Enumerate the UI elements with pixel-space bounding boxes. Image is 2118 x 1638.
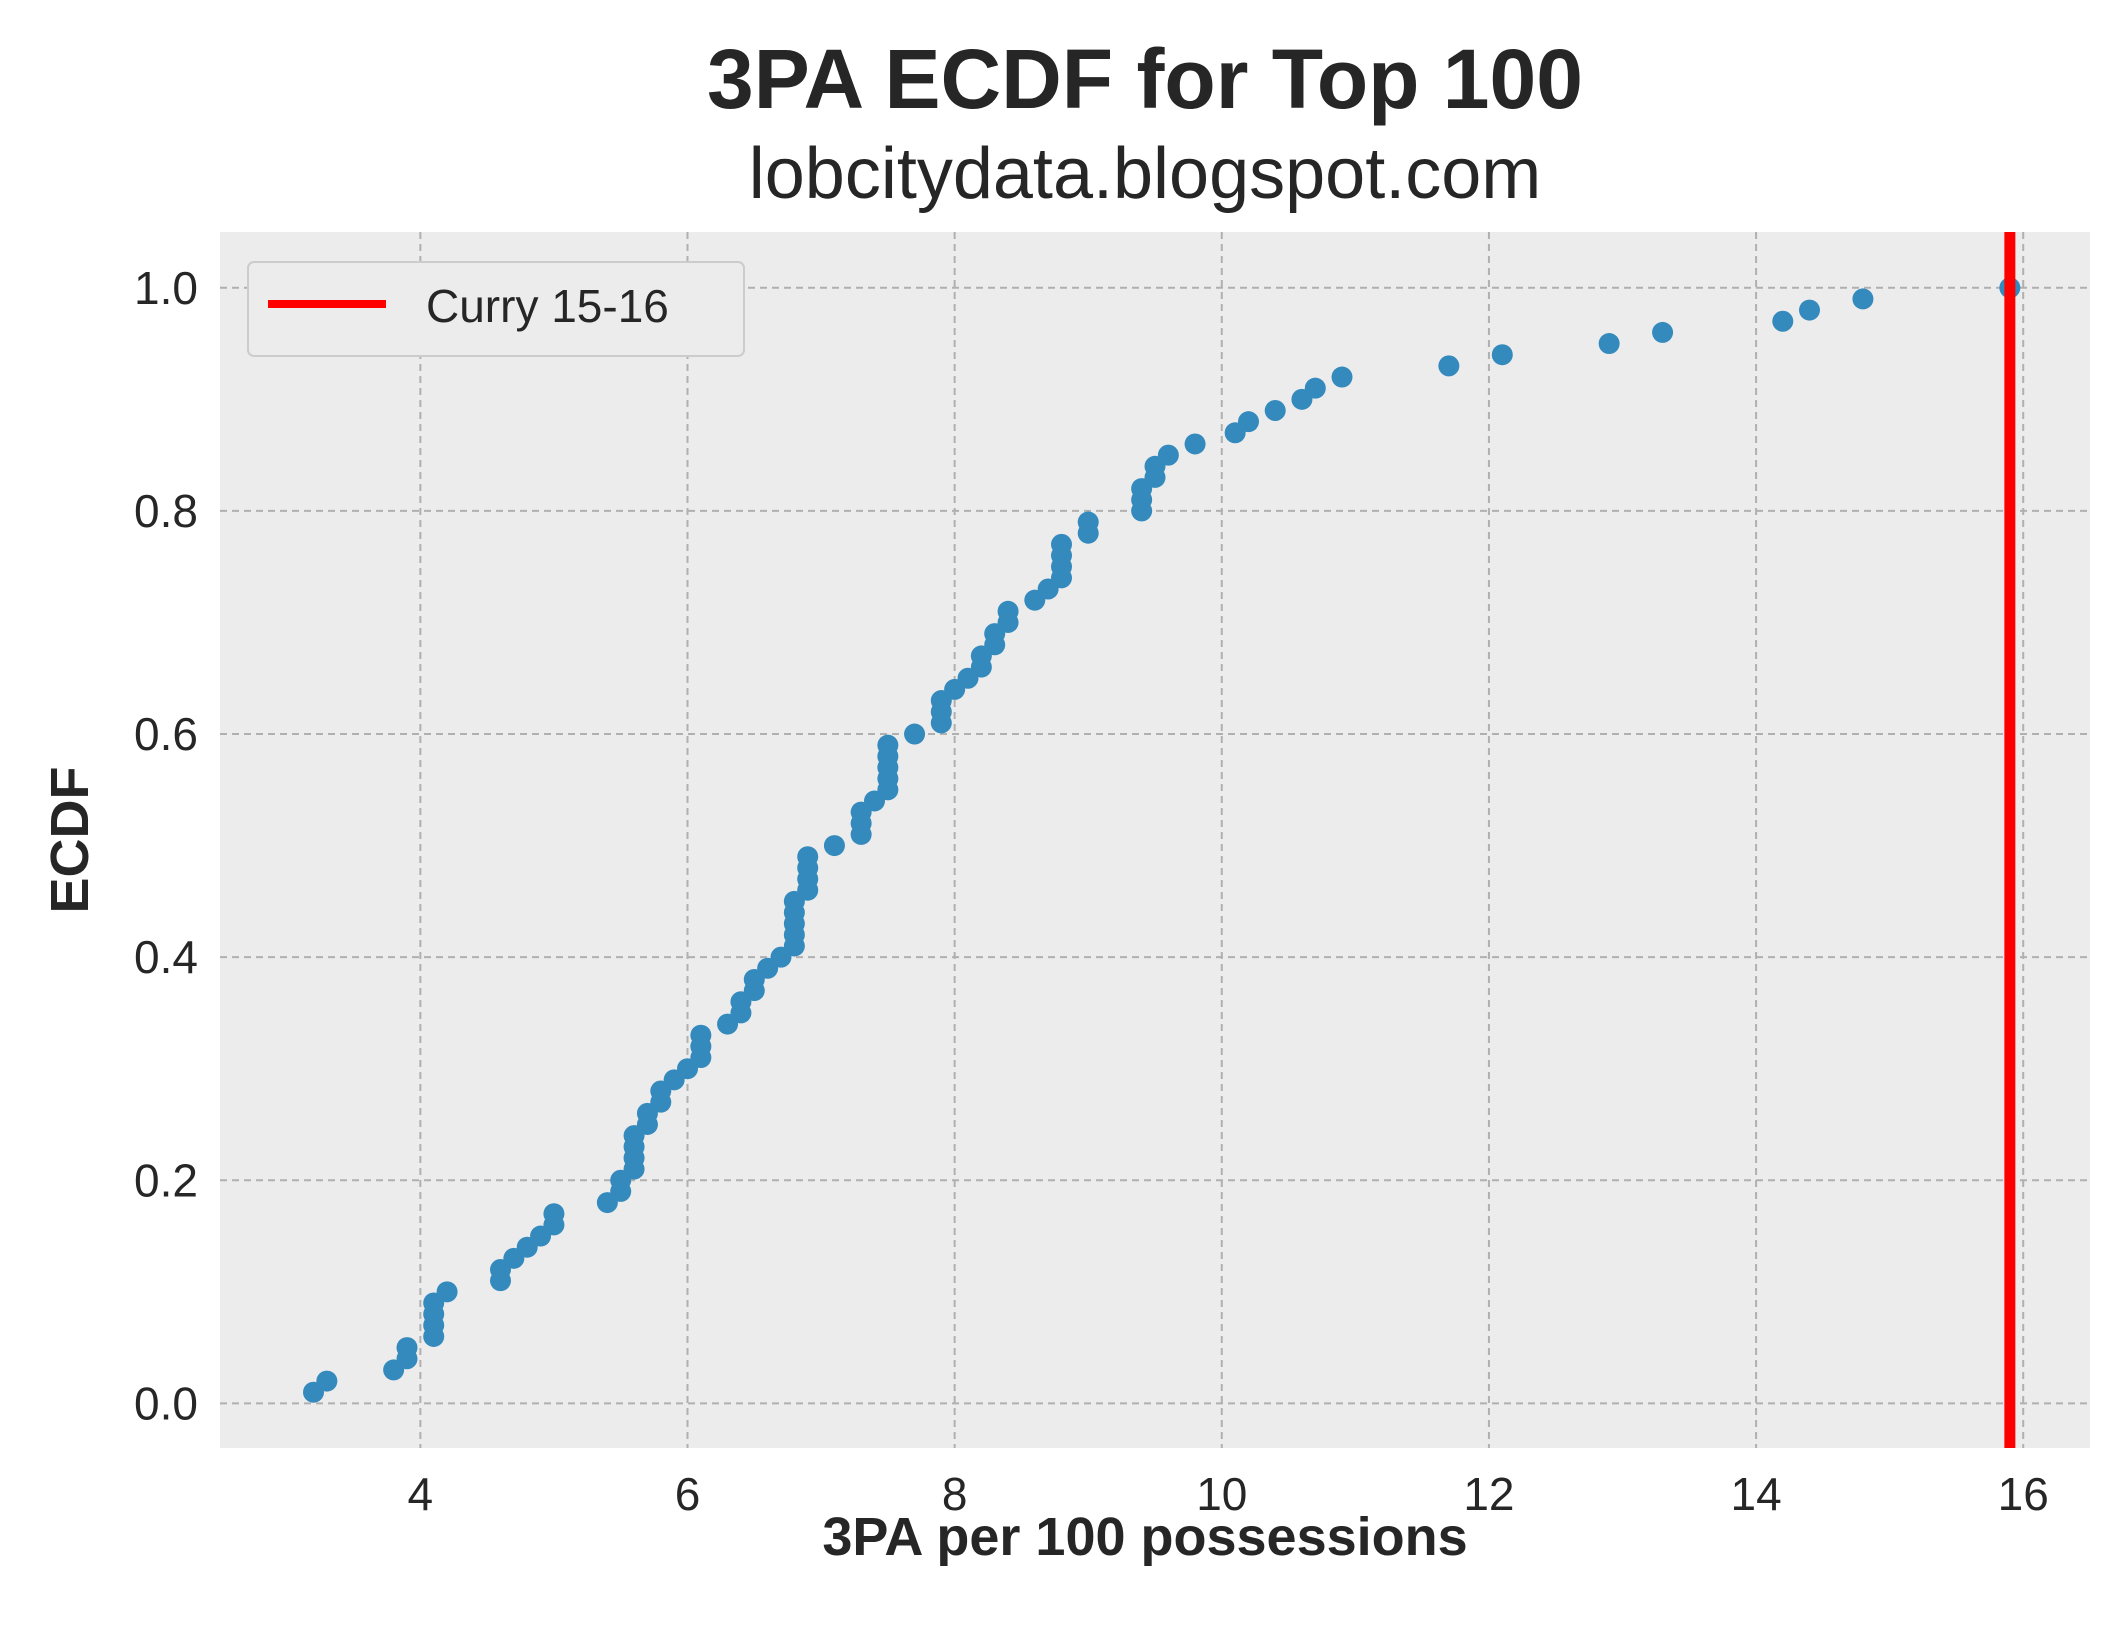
y-tick-label: 0.2 xyxy=(134,1154,198,1206)
y-axis-ticks: 0.0 0.2 0.4 0.6 0.8 1.0 xyxy=(134,262,198,1430)
data-point xyxy=(1077,511,1099,533)
x-axis-ticks: 4 6 8 10 12 14 16 xyxy=(408,1468,2049,1520)
data-point xyxy=(1157,444,1179,466)
legend-label: Curry 15-16 xyxy=(426,280,669,332)
data-point xyxy=(1799,299,1820,321)
chart-subtitle: lobcitydata.blogspot.com xyxy=(749,134,1541,214)
data-point xyxy=(1438,355,1460,377)
y-tick-label: 0.6 xyxy=(134,708,198,760)
data-point xyxy=(904,723,926,745)
x-tick-label: 16 xyxy=(1998,1468,2049,1520)
legend: Curry 15-16 xyxy=(247,261,745,357)
data-point xyxy=(1852,288,1874,310)
data-point xyxy=(1184,433,1206,455)
x-tick-label: 10 xyxy=(1196,1468,1247,1520)
data-point xyxy=(1331,366,1353,388)
y-tick-label: 0.4 xyxy=(134,931,198,983)
x-tick-label: 6 xyxy=(675,1468,701,1520)
data-point xyxy=(1264,399,1286,421)
data-point xyxy=(1772,310,1794,332)
x-axis-label: 3PA per 100 possessions xyxy=(822,1507,1467,1567)
y-tick-label: 0.8 xyxy=(134,485,198,537)
data-point xyxy=(877,734,899,756)
data-point xyxy=(1598,333,1620,355)
x-tick-label: 12 xyxy=(1463,1468,1514,1520)
chart-title: 3PA ECDF for Top 100 xyxy=(707,32,1583,126)
data-point xyxy=(997,600,1019,622)
data-point xyxy=(1491,344,1513,366)
x-tick-label: 8 xyxy=(942,1468,968,1520)
data-point xyxy=(1304,377,1326,399)
data-point xyxy=(797,846,819,868)
y-axis-label: ECDF xyxy=(40,767,100,914)
data-point xyxy=(1238,411,1259,433)
data-point xyxy=(1652,321,1674,343)
grid-lines xyxy=(220,232,2090,1448)
data-point xyxy=(823,835,845,857)
legend-box xyxy=(247,261,745,357)
data-point xyxy=(543,1203,565,1225)
data-point xyxy=(436,1281,458,1303)
data-point xyxy=(396,1337,418,1359)
y-tick-label: 0.0 xyxy=(134,1377,198,1429)
data-point xyxy=(1051,533,1072,555)
x-tick-label: 4 xyxy=(408,1468,434,1520)
data-point xyxy=(316,1370,338,1392)
data-point xyxy=(690,1024,712,1046)
data-points xyxy=(303,277,2021,1403)
x-tick-label: 14 xyxy=(1730,1468,1781,1520)
y-tick-label: 1.0 xyxy=(134,262,198,314)
